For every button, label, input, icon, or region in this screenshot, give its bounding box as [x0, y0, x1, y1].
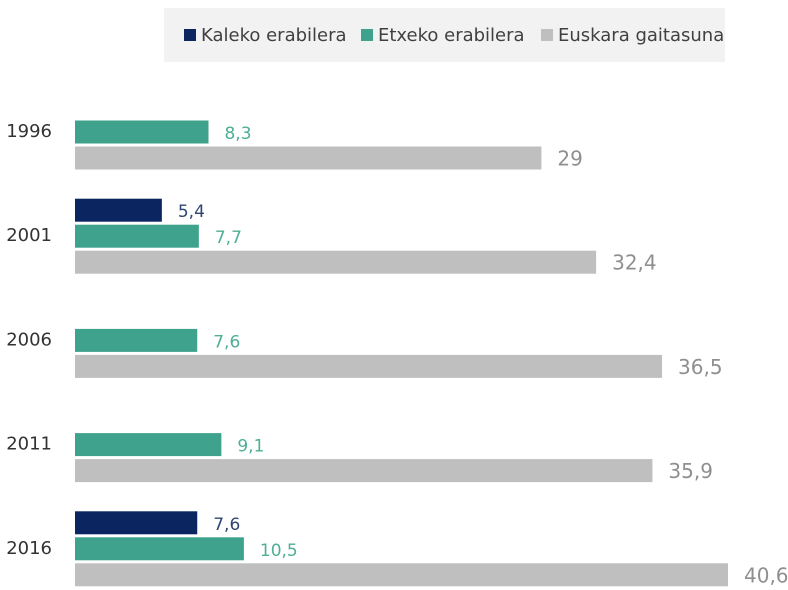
bar: [75, 250, 597, 274]
legend-box: [164, 8, 725, 62]
legend-swatch: [541, 29, 553, 41]
value-label: 7,6: [213, 515, 240, 535]
legend-label: Kaleko erabilera: [201, 25, 347, 46]
legend-swatch: [184, 29, 196, 41]
y-tick-label: 2016: [6, 538, 52, 559]
bar: [75, 563, 728, 587]
bar: [75, 511, 198, 535]
bar: [75, 537, 244, 561]
legend-label: Etxeko erabilera: [378, 25, 525, 46]
bar: [75, 120, 209, 144]
value-label: 8,3: [224, 124, 251, 144]
bar: [75, 328, 198, 352]
bar: [75, 224, 199, 248]
value-label: 40,6: [744, 563, 788, 587]
bar: [75, 354, 663, 378]
y-tick-label: 1996: [6, 121, 52, 142]
value-label: 7,7: [215, 228, 242, 248]
bar: [75, 433, 222, 457]
legend-label: Euskara gaitasuna: [558, 25, 724, 46]
y-tick-label: 2001: [6, 225, 52, 246]
value-label: 36,5: [678, 355, 723, 379]
value-label: 29: [557, 147, 582, 171]
value-label: 9,1: [237, 437, 264, 457]
value-label: 7,6: [213, 332, 240, 352]
value-label: 5,4: [178, 202, 205, 222]
value-label: 32,4: [612, 251, 657, 275]
bar: [75, 198, 162, 222]
y-tick-label: 2011: [6, 434, 52, 455]
legend-swatch: [361, 29, 373, 41]
value-label: 10,5: [260, 541, 298, 561]
y-tick-label: 2006: [6, 329, 52, 350]
value-label: 35,9: [668, 459, 713, 483]
bar: [75, 146, 542, 170]
bar: [75, 459, 653, 483]
